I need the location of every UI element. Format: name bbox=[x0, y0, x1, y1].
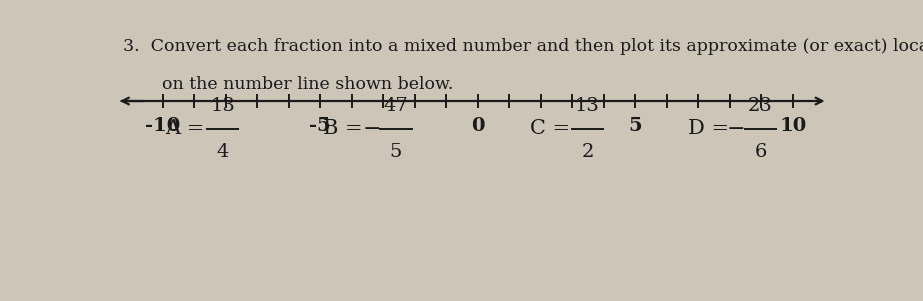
Text: 23: 23 bbox=[749, 97, 773, 115]
Text: 3.  Convert each fraction into a mixed number and then plot its approximate (or : 3. Convert each fraction into a mixed nu… bbox=[123, 39, 923, 55]
Text: -5: -5 bbox=[309, 117, 331, 135]
Text: A =: A = bbox=[165, 119, 205, 138]
Text: 13: 13 bbox=[210, 97, 235, 115]
Text: 5: 5 bbox=[390, 143, 402, 161]
Text: C =: C = bbox=[530, 119, 570, 138]
Text: 6: 6 bbox=[754, 143, 767, 161]
Text: −: − bbox=[362, 118, 381, 140]
Text: 0: 0 bbox=[471, 117, 485, 135]
Text: −: − bbox=[727, 118, 746, 140]
Text: 4: 4 bbox=[217, 143, 229, 161]
Text: on the number line shown below.: on the number line shown below. bbox=[162, 76, 453, 92]
Text: 2: 2 bbox=[581, 143, 593, 161]
Text: B =: B = bbox=[323, 119, 363, 138]
Text: 13: 13 bbox=[575, 97, 600, 115]
Text: 10: 10 bbox=[779, 117, 807, 135]
Text: D =: D = bbox=[688, 119, 729, 138]
Text: -10: -10 bbox=[145, 117, 180, 135]
Text: 5: 5 bbox=[629, 117, 642, 135]
Text: 47: 47 bbox=[383, 97, 408, 115]
